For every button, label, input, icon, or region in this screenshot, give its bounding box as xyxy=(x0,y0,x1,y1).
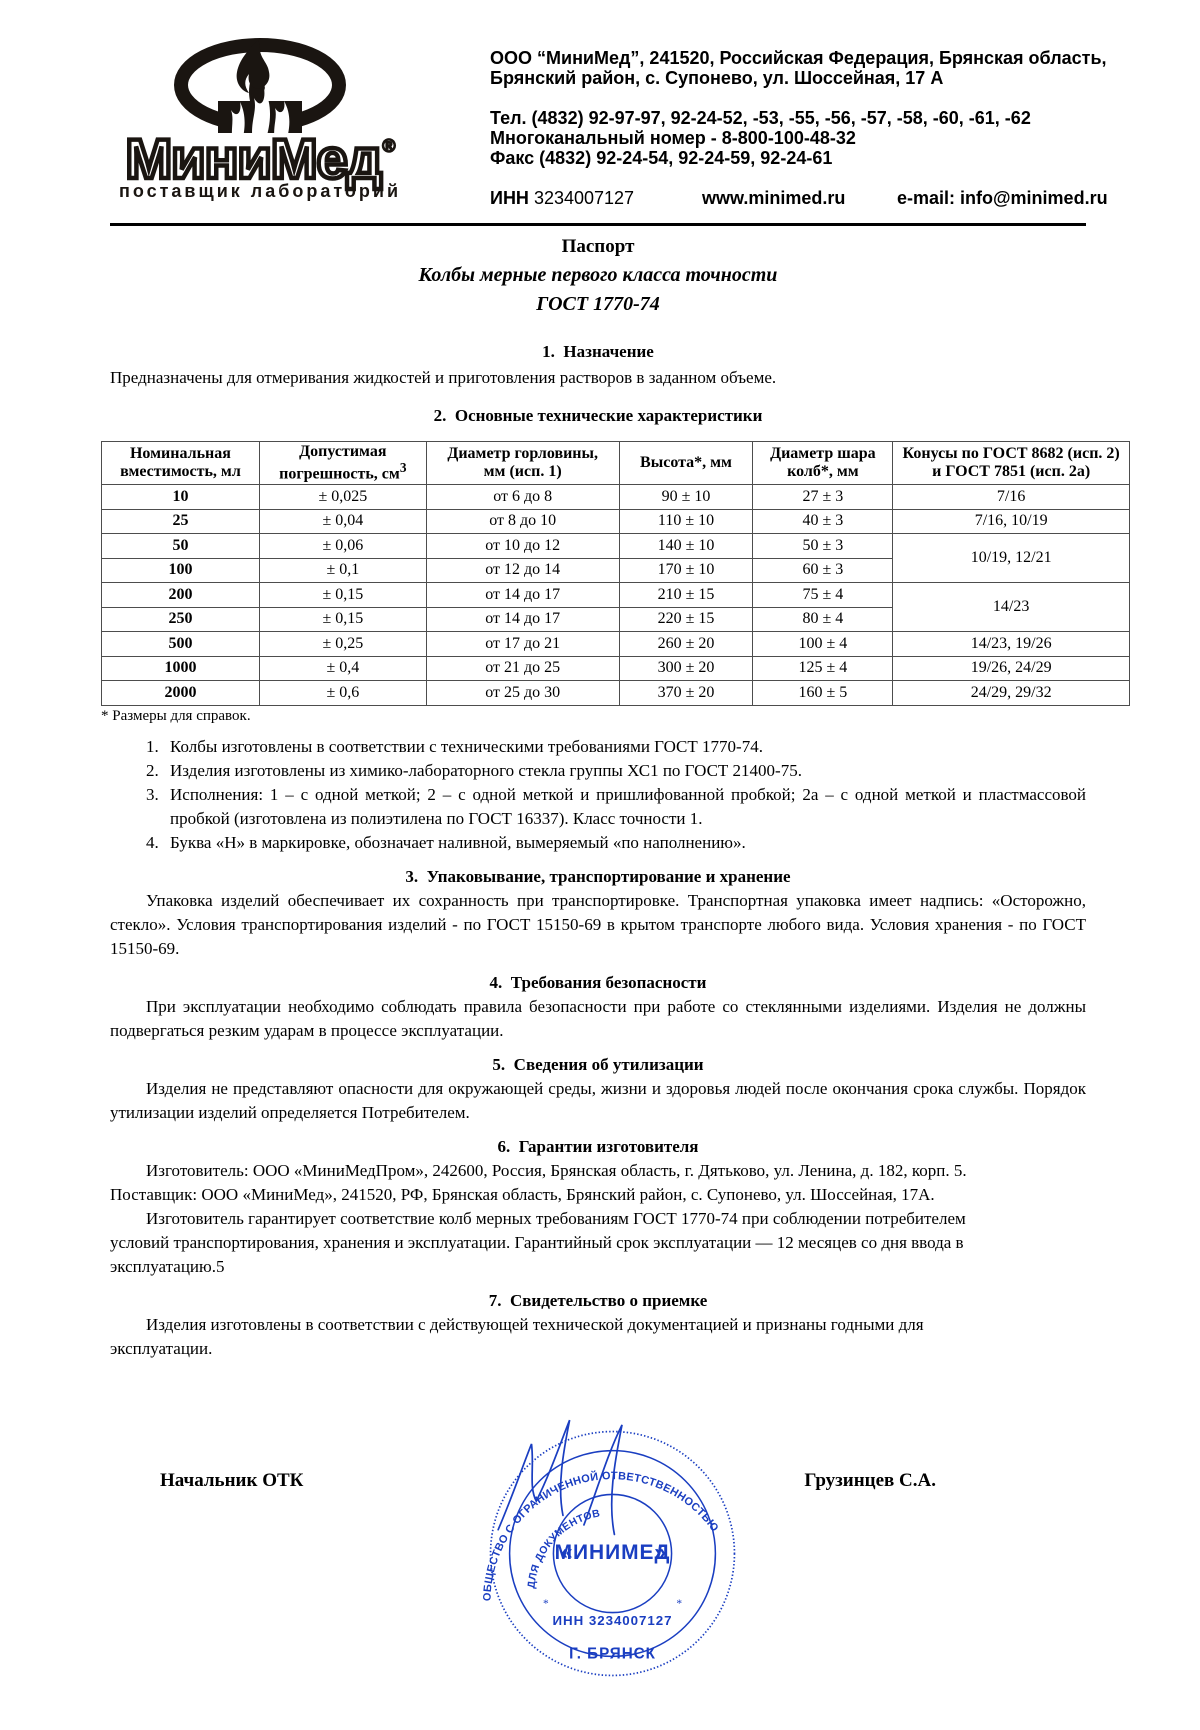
svg-text:ИНН 3234007127: ИНН 3234007127 xyxy=(553,1613,673,1628)
svg-text:*: * xyxy=(676,1598,682,1610)
svg-text:ОБЩЕСТВО С ОГРАНИЧЕННОЙ ОТВЕТС: ОБЩЕСТВО С ОГРАНИЧЕННОЙ ОТВЕТСТВЕННОСТЬЮ xyxy=(481,1470,720,1601)
svg-text:*: * xyxy=(543,1598,549,1610)
svg-text:»: » xyxy=(654,1541,666,1564)
svg-text:Г. БРЯНСК: Г. БРЯНСК xyxy=(569,1645,656,1662)
svg-text:МИНИМЕД: МИНИМЕД xyxy=(555,1541,671,1564)
